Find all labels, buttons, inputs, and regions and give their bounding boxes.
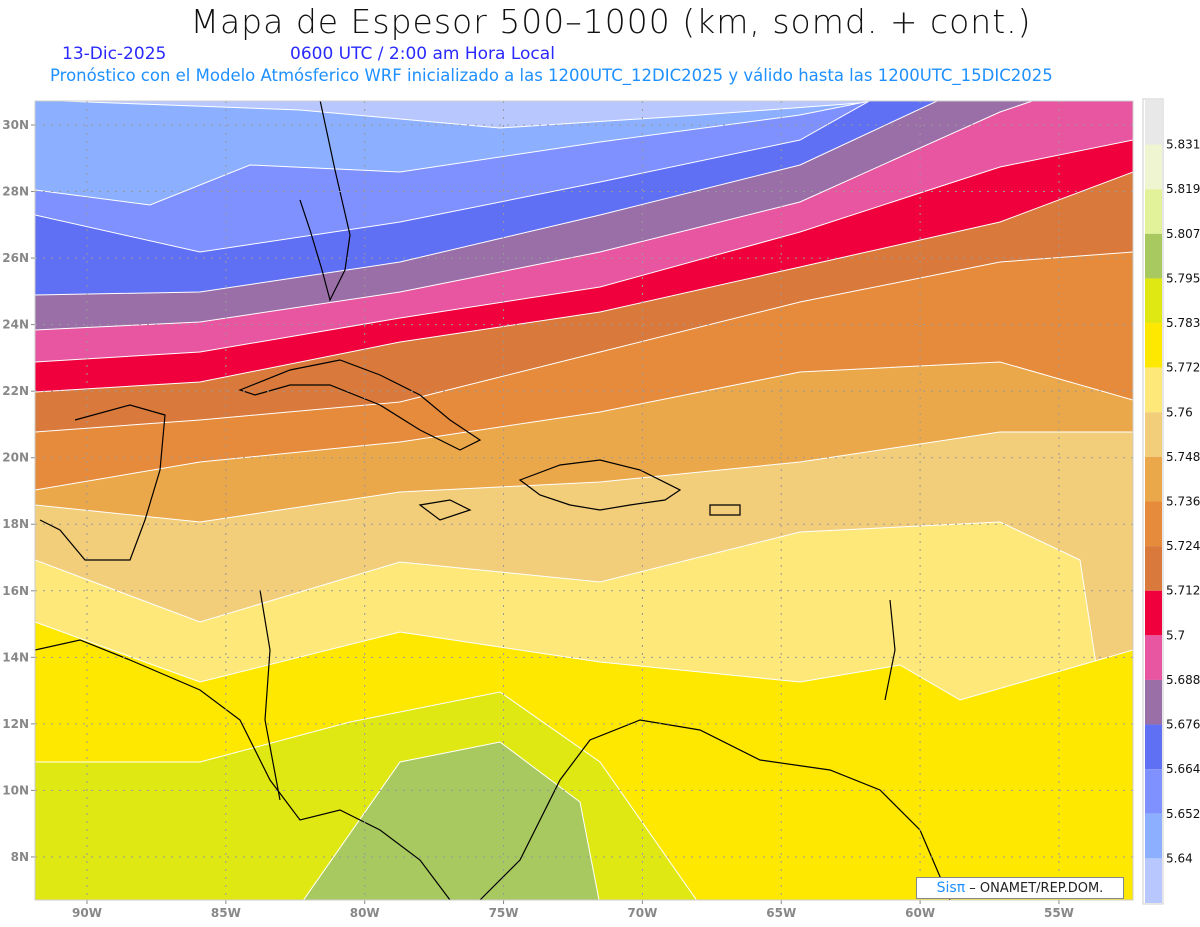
- colorbar-label: 5.652: [1166, 807, 1200, 821]
- coastline: [709, 504, 741, 516]
- colorbar-swatch: [1145, 456, 1162, 502]
- model-description: Pronóstico con el Modelo Atmósferico WRF…: [50, 66, 1053, 85]
- coastline: [35, 639, 451, 900]
- lon-tick-label: 70W: [627, 906, 657, 920]
- lat-tick-label: 24N: [2, 318, 29, 332]
- colorbar-swatch: [1145, 412, 1162, 457]
- colorbar-label: 5.831: [1166, 138, 1200, 152]
- lat-tick-label: 26N: [2, 251, 29, 265]
- colorbar-label: 5.712: [1166, 584, 1200, 598]
- lat-tick-label: 28N: [2, 185, 29, 199]
- forecast-time: 0600 UTC / 2:00 am Hora Local: [290, 44, 555, 64]
- contour-bands: [35, 101, 1133, 900]
- colorbar-label: 5.783: [1166, 316, 1200, 330]
- thickness-band: [302, 741, 600, 900]
- colorbar-swatch: [1145, 546, 1162, 591]
- lon-tick-label: 75W: [489, 906, 519, 920]
- colorbar-label: 5.819: [1166, 182, 1200, 196]
- lat-tick-label: 10N: [2, 783, 29, 797]
- colorbar-label: 5.688: [1166, 673, 1200, 687]
- lat-tick-label: 30N: [2, 118, 29, 132]
- colorbar-swatch: [1145, 501, 1162, 547]
- lon-tick-label: 90W: [72, 906, 102, 920]
- coastline: [259, 589, 281, 801]
- lat-tick-label: 20N: [2, 451, 29, 465]
- lon-tick-label: 55W: [1044, 906, 1074, 920]
- coastline: [518, 459, 682, 511]
- coastline: [238, 359, 482, 451]
- colorbar-swatch: [1145, 724, 1162, 770]
- coastline: [884, 599, 896, 701]
- lon-tick-label: 60W: [905, 906, 935, 920]
- forecast-date: 13-Dic-2025: [62, 44, 167, 64]
- coastline: [418, 499, 472, 521]
- lon-tick-label: 65W: [766, 906, 796, 920]
- colorbar-swatch: [1145, 278, 1162, 324]
- sispi-logo: Sisπ: [936, 880, 966, 896]
- coastline: [39, 404, 166, 561]
- colorbar-swatch: [1145, 813, 1162, 859]
- colorbar-label: 5.748: [1166, 450, 1200, 464]
- colorbar-label: 5.807: [1166, 227, 1200, 241]
- coastline: [479, 719, 951, 900]
- colorbar-label: 5.676: [1166, 718, 1200, 732]
- colorbar-swatch: [1145, 635, 1162, 680]
- colorbar-label: 5.7: [1166, 628, 1185, 642]
- logo-text: – ONAMET/REP.DOM.: [969, 881, 1104, 896]
- colorbar-swatch: [1145, 679, 1162, 725]
- colorbar-label: 5.736: [1166, 495, 1200, 509]
- lon-tick-label: 80W: [350, 906, 380, 920]
- colorbar-label: 5.795: [1166, 271, 1200, 285]
- lat-tick-label: 14N: [2, 650, 29, 664]
- lat-tick-label: 12N: [2, 717, 29, 731]
- colorbar-swatch: [1145, 858, 1162, 903]
- colorbar-label: 5.64: [1166, 851, 1193, 865]
- colorbar-swatch: [1145, 100, 1162, 145]
- colorbar-swatch: [1145, 769, 1162, 814]
- colorbar-swatch: [1145, 233, 1162, 279]
- lon-tick-label: 85W: [211, 906, 241, 920]
- lat-tick-label: 16N: [2, 584, 29, 598]
- colorbar-swatch: [1145, 323, 1162, 368]
- lat-tick-label: 18N: [2, 517, 29, 531]
- colorbar-label: 5.772: [1166, 361, 1200, 375]
- colorbar-swatch: [1145, 367, 1162, 413]
- colorbar-swatch: [1145, 189, 1162, 234]
- lat-tick-label: 8N: [11, 850, 29, 864]
- map-title: Mapa de Espesor 500–1000 (km, somd. + co…: [190, 2, 1032, 41]
- colorbar-swatch: [1145, 590, 1162, 636]
- colorbar-label: 5.76: [1166, 405, 1193, 419]
- map-frame: [34, 100, 1134, 901]
- coastline: [299, 101, 351, 302]
- lat-tick-label: 22N: [2, 384, 29, 398]
- colorbar-label: 5.664: [1166, 762, 1200, 776]
- colorbar-label: 5.724: [1166, 539, 1200, 553]
- colorbar-swatch: [1145, 144, 1162, 190]
- logo-box: Sisπ – ONAMET/REP.DOM.: [916, 877, 1124, 899]
